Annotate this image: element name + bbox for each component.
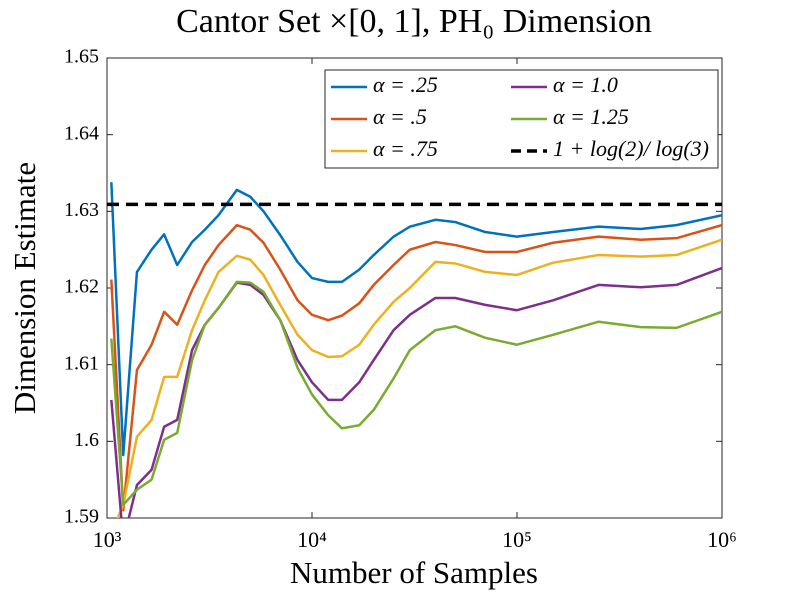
chart-title: Cantor Set ×[0, 1], PH₀ Dimension xyxy=(176,3,652,40)
y-tick-label: 1.62 xyxy=(64,276,99,298)
y-tick-label: 1.65 xyxy=(64,46,99,68)
x-axis-label: Number of Samples xyxy=(290,555,538,590)
y-tick-label: 1.61 xyxy=(64,352,99,374)
y-tick-label: 1.64 xyxy=(64,122,99,144)
x-tick-label: 10³ xyxy=(93,527,122,552)
x-tick-label: 10⁶ xyxy=(707,527,737,552)
legend-label: α = .5 xyxy=(373,104,427,129)
legend-label: α = .75 xyxy=(373,136,438,161)
y-axis-label: Dimension Estimate xyxy=(7,162,42,414)
legend-label: α = .25 xyxy=(373,72,438,97)
legend-label: α = 1.25 xyxy=(553,104,629,129)
series-line xyxy=(110,182,722,457)
series-line xyxy=(110,223,722,512)
x-tick-label: 10⁴ xyxy=(297,527,327,552)
series-line xyxy=(116,238,722,518)
series-line xyxy=(110,266,722,518)
y-tick-label: 1.6 xyxy=(74,429,99,451)
y-tick-label: 1.59 xyxy=(64,506,99,528)
legend-label: α = 1.0 xyxy=(553,72,618,97)
y-tick-label: 1.63 xyxy=(64,199,99,221)
legend-label: 1 + log(2)/ log(3) xyxy=(553,136,709,161)
x-tick-label: 10⁵ xyxy=(502,527,532,552)
series-group xyxy=(107,182,722,518)
series-line xyxy=(110,280,722,507)
